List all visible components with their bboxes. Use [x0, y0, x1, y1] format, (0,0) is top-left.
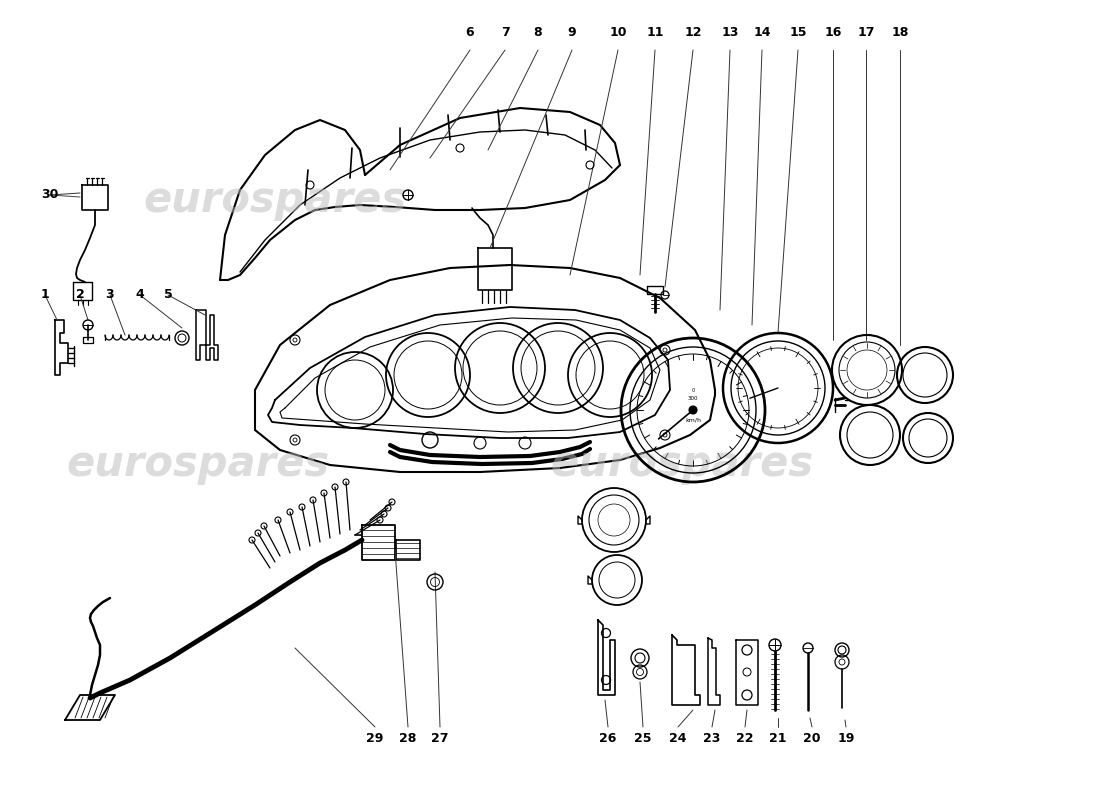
- Text: 29: 29: [366, 731, 384, 745]
- Text: 19: 19: [837, 731, 855, 745]
- Text: 5: 5: [164, 289, 173, 302]
- Text: 24: 24: [669, 731, 686, 745]
- Text: 4: 4: [135, 289, 144, 302]
- Text: 1: 1: [41, 289, 50, 302]
- Text: 300: 300: [688, 395, 698, 401]
- Text: 21: 21: [769, 731, 786, 745]
- Text: 23: 23: [703, 731, 720, 745]
- Circle shape: [689, 406, 697, 414]
- Text: 12: 12: [684, 26, 702, 38]
- Text: 14: 14: [754, 26, 771, 38]
- Text: 6: 6: [465, 26, 474, 38]
- Text: 16: 16: [824, 26, 842, 38]
- Text: 15: 15: [790, 26, 806, 38]
- Text: 2: 2: [76, 289, 85, 302]
- Text: 8: 8: [534, 26, 542, 38]
- Text: eurospares: eurospares: [66, 443, 330, 485]
- Text: km/h: km/h: [685, 418, 701, 422]
- Text: 11: 11: [647, 26, 663, 38]
- Text: 9: 9: [568, 26, 576, 38]
- Text: 26: 26: [600, 731, 617, 745]
- Text: 27: 27: [431, 731, 449, 745]
- Text: 18: 18: [891, 26, 909, 38]
- Text: 22: 22: [736, 731, 754, 745]
- Text: 30: 30: [42, 189, 58, 202]
- Text: 28: 28: [399, 731, 417, 745]
- Text: 10: 10: [609, 26, 627, 38]
- Text: eurospares: eurospares: [143, 179, 407, 221]
- Text: 13: 13: [722, 26, 739, 38]
- Text: 25: 25: [635, 731, 651, 745]
- Text: 7: 7: [500, 26, 509, 38]
- Text: eurospares: eurospares: [550, 443, 814, 485]
- Text: 17: 17: [857, 26, 874, 38]
- Text: 20: 20: [803, 731, 821, 745]
- Text: 3: 3: [106, 289, 114, 302]
- Text: 0: 0: [692, 387, 694, 393]
